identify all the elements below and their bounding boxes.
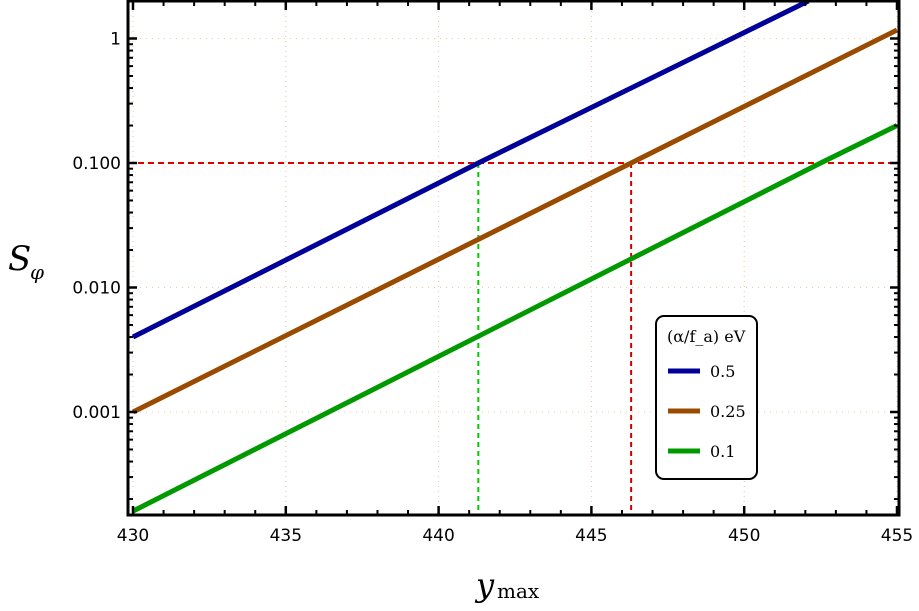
x-tick-label: 440 — [422, 526, 454, 546]
series-line-0.5 — [131, 1, 810, 340]
series-line-0.25 — [131, 27, 899, 415]
grid — [128, 1, 899, 515]
legend-label: 0.25 — [710, 402, 746, 421]
x-axis-title-sub: max — [497, 579, 540, 603]
x-tick-label: 430 — [117, 526, 149, 546]
series-line-0.1 — [131, 123, 899, 514]
series-lines — [131, 1, 899, 514]
y-axis-title: S φ — [8, 239, 44, 284]
legend-box — [655, 315, 758, 480]
x-tick-label: 435 — [270, 526, 302, 546]
x-tick-label: 450 — [728, 526, 760, 546]
y-tick-label: 0.100 — [72, 154, 121, 174]
legend: (α/f_a) eV 0.5 0.25 0.1 — [655, 315, 758, 480]
x-axis-title: y max — [474, 566, 540, 604]
y-tick-label: 0.010 — [72, 279, 121, 299]
x-tick-label: 445 — [575, 526, 607, 546]
legend-label: 0.5 — [710, 362, 735, 381]
y-tick-label: 0.001 — [72, 403, 121, 423]
legend-label: 0.1 — [710, 442, 735, 461]
x-axis-title-main: y — [474, 566, 495, 604]
y-axis-title-main: S — [8, 239, 31, 279]
tick-labels: 430 435 440 445 450 455 1 0.100 0.010 0.001 — [72, 30, 913, 547]
y-tick-label: 1 — [110, 30, 121, 50]
legend-title: (α/f_a) eV — [667, 327, 746, 346]
y-axis-title-sub: φ — [30, 260, 44, 284]
x-tick-label: 455 — [881, 526, 913, 546]
plot-frame — [126, 0, 901, 517]
ticks — [128, 1, 899, 515]
reference-lines — [128, 162, 899, 515]
